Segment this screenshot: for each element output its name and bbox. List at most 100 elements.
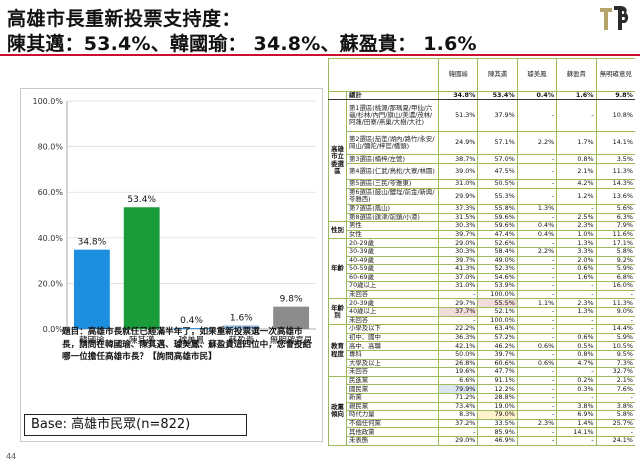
table-cell: 6.8% [595, 272, 635, 283]
x-tick-label: 蘇盈貴 [229, 335, 255, 346]
table-cell: 4.7% [556, 358, 597, 369]
table-cell: 91.1% [477, 375, 518, 386]
table-group-label: 政黨傾向 [328, 375, 347, 446]
table-cell: 3.8% [595, 401, 635, 412]
table-row-label: 40-49歲 [346, 255, 439, 266]
table-row-label: 未表態 [346, 436, 439, 446]
table-cell: - [516, 367, 558, 377]
table-cell: 0.2% [556, 375, 597, 386]
table-cell: 0.6% [556, 264, 597, 274]
table-cell: - [516, 179, 558, 189]
table-cell: - [595, 315, 635, 326]
table-cell: 38.7% [437, 154, 479, 164]
table-cell: 34.8% [437, 90, 479, 101]
table-cell: 5.9% [595, 264, 635, 274]
table-cell: - [516, 307, 558, 317]
table-row: 不偏任何黨 37.2% 33.5% 2.3% 1.4% 25.7% [329, 418, 635, 429]
table-row-label: 20-39歲 [346, 298, 439, 309]
table-row: 初中、國中 36.3% 57.2% -0.6% 5.9% [329, 332, 635, 343]
bar-value-label: 9.8% [280, 295, 303, 305]
table-cell: 54.6% [477, 272, 518, 283]
table-cell: 19.0% [477, 401, 518, 412]
table-cell: 55.5% [477, 298, 518, 309]
tpof-logo-icon [600, 6, 629, 30]
table-header: 陳其邁 [477, 58, 518, 92]
table-row-label: 第7選區(鳳山) [346, 203, 439, 214]
table-cell: - [516, 401, 558, 412]
table-cell: 2.5% [556, 212, 597, 223]
table-cell: 1.0% [556, 229, 597, 240]
table-cell: 29.0% [437, 238, 479, 248]
table-row: 70歲以上 31.0% 53.9% - -16.0% [329, 281, 635, 291]
table-cell: 10.8% [595, 99, 635, 132]
table-row: 國民黨 79.9% 12.2% -0.3% 7.6% [329, 384, 635, 394]
table-row: 未回答 19.6% 47.7% - -32.7% [329, 367, 635, 377]
table-row: 第2選區(茄萣/湖內/路竹/永安/岡山/彌陀/梓官/橋頭) 24.9% 57.1% 2… [329, 130, 635, 156]
table-row: 新黨 71.2% 28.8% - - - [329, 393, 635, 403]
table-row-label: 未回答 [346, 289, 439, 300]
table-cell: - [516, 238, 558, 248]
table-row-label: 女性 [346, 229, 439, 240]
table-cell: 14.3% [595, 179, 635, 189]
table-cell: 2.1% [595, 375, 635, 386]
table-cell: 50.0% [437, 350, 479, 360]
table-row-label: 時代力量 [346, 410, 439, 420]
table-cell: 11.3% [595, 162, 635, 181]
table-cell: - [556, 324, 597, 334]
y-tick-label: 80.0% [38, 143, 64, 152]
table-row: 專科 50.0% 39.7% -0.8% 9.5% [329, 350, 635, 360]
table-cell: 50.5% [477, 179, 518, 189]
table-row-label: 第6選區(鼓山/鹽埕/前金/新興/苓雅西) [346, 187, 439, 205]
table-row: 未回答 -100.0% - - - [329, 289, 635, 300]
table-row-label: 第5選區(三民/苓雅東) [346, 179, 439, 189]
table-cell: 63.4% [477, 324, 518, 334]
table-cell: 51.3% [437, 99, 479, 132]
table-cell: - [556, 436, 597, 446]
table-row: 政黨傾向 民進黨 6.6% 91.1% -0.2% 2.1% [328, 375, 635, 446]
table-cell: - [556, 315, 597, 326]
table-cell: - [516, 393, 558, 403]
table-cell: 1.1% [516, 298, 558, 309]
table-cell: 0.4% [516, 221, 558, 231]
table-group-label: 性別 [328, 221, 347, 240]
table-row-total: 總計 34.8% 53.4% 0.4% 1.6% 9.8% [328, 90, 635, 101]
table-cell: 41.3% [437, 264, 479, 274]
table-cell: 2.1% [556, 162, 597, 181]
bar [73, 249, 110, 329]
table-cell: 9.8% [595, 90, 635, 101]
table-cell: 2.2% [516, 130, 558, 156]
table-row: 未表態 29.0% 46.9% - -24.1% [329, 436, 635, 446]
table-group-label: 高雄市立委選區 [328, 99, 347, 223]
table-cell: 3.8% [556, 401, 597, 412]
table-row: 第8選區(旗津/前鎮/小港) 31.5% 59.6% -2.5% 6.3% [329, 212, 635, 223]
table-cell: 37.3% [437, 203, 479, 214]
crosstab-panel: 韓國瑜 陳其邁 璩美鳳 蘇盈貴 無明確意見 總計 34.8% 53.4% 0.4% 1.… [328, 58, 635, 470]
table-cell: 57.0% [477, 154, 518, 164]
table-cell: - [556, 393, 597, 403]
table-cell: 52.6% [477, 238, 518, 248]
table-cell: 9.2% [595, 255, 635, 266]
table-cell: 52.1% [477, 307, 518, 317]
table-row-label: 第2選區(茄萣/湖內/路竹/永安/岡山/彌陀/梓官/橋頭) [346, 130, 439, 156]
table-row: 第5選區(三民/苓雅東) 31.0% 50.5% -4.2% 14.3% [329, 179, 635, 189]
table-cell: - [437, 427, 479, 437]
table-cell: 0.6% [556, 332, 597, 343]
y-tick-label: 20.0% [38, 279, 64, 288]
table-cell: 10.5% [595, 341, 635, 352]
table-header: 韓國瑜 [437, 58, 479, 92]
table-cell: 19.6% [437, 367, 479, 377]
table-cell: 60.6% [477, 358, 518, 369]
table-cell: 28.8% [477, 393, 518, 403]
table-row: 第7選區(鳳山) 37.3% 55.8% 1.3% -5.6% [329, 203, 635, 214]
table-row-label: 男性 [346, 221, 439, 231]
table-cell: 6.6% [437, 375, 479, 386]
table-cell: 1.7% [556, 130, 597, 156]
bar [273, 306, 310, 329]
table-cell: 79.0% [477, 410, 518, 420]
table-row: 高雄市立委選區 第1選區(桃源/那瑪夏/甲仙/六龜/杉林/內門/旗山/美濃/茂林/… [328, 99, 635, 223]
table-cell: - [516, 255, 558, 266]
table-cell: 59.6% [477, 212, 518, 223]
table-cell: 0.4% [516, 90, 558, 101]
table-row-label: 第4選區(仁武/鳥松/大寮/林園) [346, 162, 439, 181]
table-row: 第4選區(仁武/鳥松/大寮/林園) 39.0% 47.5% -2.1% 11.3% [329, 162, 635, 181]
